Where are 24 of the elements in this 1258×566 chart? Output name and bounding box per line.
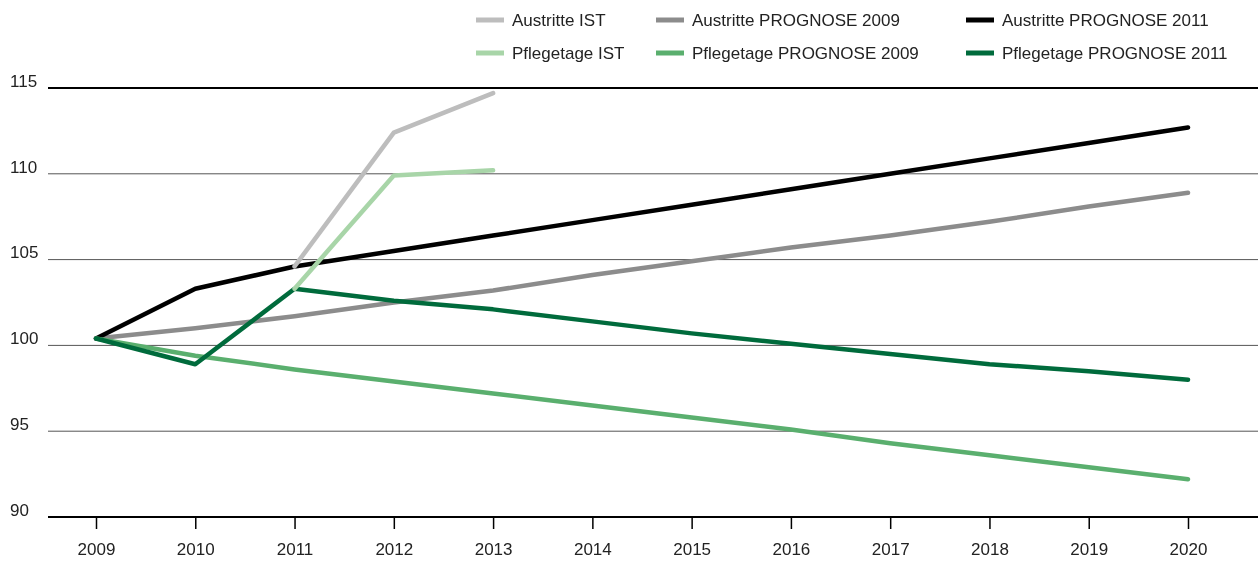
- y-tick-label: 115: [10, 71, 38, 91]
- x-tick-label: 2013: [474, 540, 513, 560]
- legend-label: Austritte IST: [512, 11, 606, 30]
- y-tick-label: 90: [10, 500, 29, 520]
- x-tick-label: 2019: [1070, 540, 1109, 560]
- x-tick-label: 2012: [375, 540, 414, 560]
- legend-label: Austritte PROGNOSE 2011: [1002, 11, 1209, 30]
- y-tick-label: 95: [10, 415, 29, 434]
- x-tick-label: 2014: [573, 540, 612, 560]
- legend-label: Austritte PROGNOSE 2009: [692, 11, 900, 30]
- x-tick-label: 2011: [276, 540, 314, 560]
- x-tick-label: 2016: [772, 540, 811, 560]
- x-tick-label: 2009: [77, 540, 116, 560]
- legend-label: Pflegetage PROGNOSE 2011: [1002, 44, 1228, 63]
- y-tick-label: 105: [10, 243, 39, 263]
- x-tick-label: 2010: [176, 540, 215, 560]
- y-tick-label: 100: [10, 329, 39, 349]
- x-tick-label: 2018: [971, 540, 1009, 560]
- x-tick-label: 2017: [871, 540, 910, 560]
- x-tick-label: 2015: [673, 540, 712, 560]
- legend-label: Pflegetage IST: [512, 44, 625, 63]
- y-tick-label: 110: [10, 157, 38, 177]
- x-tick-label: 2020: [1169, 540, 1208, 560]
- legend-label: Pflegetage PROGNOSE 2009: [692, 44, 919, 63]
